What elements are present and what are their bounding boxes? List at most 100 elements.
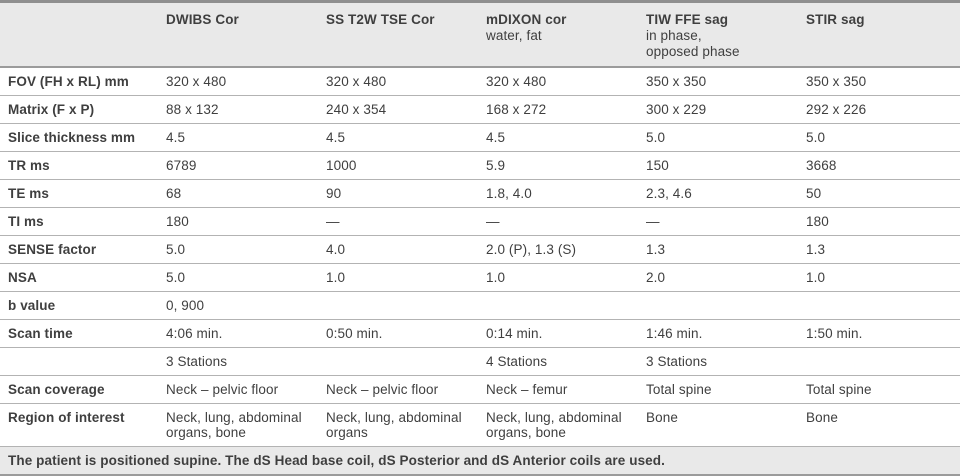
table-row: Scan time 4:06 min. 0:50 min. 0:14 min. 1:46… [0, 319, 960, 348]
table-cell [800, 291, 960, 320]
table-cell: 4 Stations [480, 347, 640, 376]
table-cell: 320 x 480 [320, 67, 480, 96]
table-cell: 150 [640, 151, 800, 180]
table-cell: Neck, lung, abdominal organs, bone [480, 403, 640, 447]
scan-parameters-table: DWIBS Cor SS T2W TSE Cor mDIXON cor water, … [0, 3, 960, 447]
table-cell [320, 347, 480, 376]
column-subtitle: water, fat [486, 28, 542, 43]
column-header: mDIXON cor water, fat [480, 3, 640, 68]
table-row: Scan coverage Neck – pelvic floor Neck – p… [0, 375, 960, 404]
table-cell: 1:46 min. [640, 319, 800, 348]
table-cell: 240 x 354 [320, 95, 480, 124]
table-body: FOV (FH x RL) mm 320 x 480 320 x 480 320 x … [0, 67, 960, 447]
table-row: b value 0, 900 [0, 291, 960, 320]
row-label: SENSE factor [0, 235, 160, 264]
table-cell: 3 Stations [160, 347, 320, 376]
table-row: NSA 5.0 1.0 1.0 2.0 1.0 [0, 263, 960, 292]
table-cell: 5.9 [480, 151, 640, 180]
row-label: Matrix (F x P) [0, 95, 160, 124]
table-cell: 1.3 [800, 235, 960, 264]
column-header: DWIBS Cor [160, 3, 320, 68]
table-cell: 1:50 min. [800, 319, 960, 348]
table-cell: Total spine [800, 375, 960, 404]
table-cell: 4.5 [480, 123, 640, 152]
table-cell: 4:06 min. [160, 319, 320, 348]
table-cell: 0:50 min. [320, 319, 480, 348]
table-cell: 2.0 (P), 1.3 (S) [480, 235, 640, 264]
table-cell: 3 Stations [640, 347, 800, 376]
table-row: Matrix (F x P) 88 x 132 240 x 354 168 x 272… [0, 95, 960, 124]
table-cell: 4.5 [320, 123, 480, 152]
row-label: FOV (FH x RL) mm [0, 67, 160, 96]
table-cell: 180 [160, 207, 320, 236]
table-cell: 0, 900 [160, 291, 320, 320]
row-label: TR ms [0, 151, 160, 180]
top-divider [0, 0, 960, 3]
table-cell: 168 x 272 [480, 95, 640, 124]
column-title: SS T2W TSE Cor [326, 12, 435, 27]
table-cell: 1.0 [320, 263, 480, 292]
row-label: Scan time [0, 319, 160, 348]
table-cell: Neck – femur [480, 375, 640, 404]
table-cell: 350 x 350 [800, 67, 960, 96]
table-cell: 68 [160, 179, 320, 208]
footer-note: The patient is positioned supine. The dS… [0, 447, 960, 476]
table-row: TI ms 180— — —180 [0, 207, 960, 236]
row-label: Region of interest [0, 403, 160, 447]
column-header: STIR sag [800, 3, 960, 68]
table-cell: 1.3 [640, 235, 800, 264]
table-header: DWIBS Cor SS T2W TSE Cor mDIXON cor water, … [0, 3, 960, 68]
row-label: TI ms [0, 207, 160, 236]
column-title: mDIXON cor [486, 12, 567, 27]
table-cell: 50 [800, 179, 960, 208]
table-cell [800, 347, 960, 376]
table-row: 3 Stations 4 Stations 3 Stations [0, 347, 960, 376]
table-cell: Neck, lung, abdominal organs, bone [160, 403, 320, 447]
table-cell: Bone [640, 403, 800, 447]
table-cell: — [480, 207, 640, 236]
column-header: TIW FFE sag in phase, opposed phase [640, 3, 800, 68]
table-cell: 6789 [160, 151, 320, 180]
table-cell: Total spine [640, 375, 800, 404]
table-cell: 5.0 [160, 263, 320, 292]
table-cell [320, 291, 480, 320]
table-cell: — [320, 207, 480, 236]
row-label [0, 347, 160, 376]
table-cell [640, 291, 800, 320]
table-cell: — [640, 207, 800, 236]
table-row: TR ms 6789 1000 5.9 150 3668 [0, 151, 960, 180]
table-row: SENSE factor 5.0 4.0 2.0 (P), 1.3 (S) 1.3 1.3 [0, 235, 960, 264]
header-row: DWIBS Cor SS T2W TSE Cor mDIXON cor water, … [0, 3, 960, 68]
column-title: TIW FFE sag [646, 12, 729, 27]
table-cell: 5.0 [160, 235, 320, 264]
table-row: FOV (FH x RL) mm 320 x 480 320 x 480 320 x … [0, 67, 960, 96]
table-cell: 5.0 [640, 123, 800, 152]
table-row: Region of interest Neck, lung, abdominal … [0, 403, 960, 447]
table-cell [480, 291, 640, 320]
row-label: TE ms [0, 179, 160, 208]
table-cell: 300 x 229 [640, 95, 800, 124]
table-cell: 320 x 480 [160, 67, 320, 96]
table-cell: 1.0 [800, 263, 960, 292]
table-row: TE ms 68 90 1.8, 4.0 2.3, 4.6 50 [0, 179, 960, 208]
table-cell: 4.5 [160, 123, 320, 152]
table-cell: 1.0 [480, 263, 640, 292]
table-cell: 292 x 226 [800, 95, 960, 124]
corner-cell [0, 3, 160, 68]
column-title: STIR sag [806, 12, 865, 27]
column-header: SS T2W TSE Cor [320, 3, 480, 68]
row-label: NSA [0, 263, 160, 292]
table-cell: 90 [320, 179, 480, 208]
table-cell: 2.0 [640, 263, 800, 292]
table-cell: Bone [800, 403, 960, 447]
row-label: b value [0, 291, 160, 320]
table-cell: 320 x 480 [480, 67, 640, 96]
row-label: Scan coverage [0, 375, 160, 404]
table-cell: 5.0 [800, 123, 960, 152]
table-cell: 4.0 [320, 235, 480, 264]
table-row: Slice thickness mm 4.5 4.5 4.5 5.0 5.0 [0, 123, 960, 152]
table-cell: 350 x 350 [640, 67, 800, 96]
table-cell: 1.8, 4.0 [480, 179, 640, 208]
table-cell: Neck – pelvic floor [160, 375, 320, 404]
